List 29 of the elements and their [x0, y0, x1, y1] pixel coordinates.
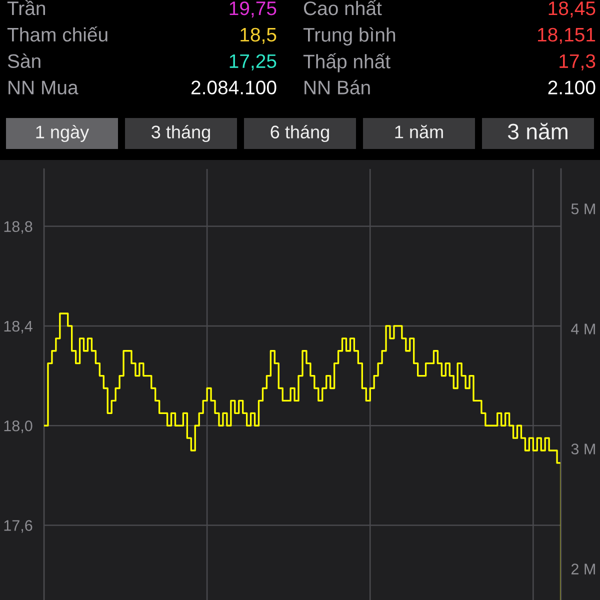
text: Sàn	[8, 54, 40, 68]
text: 1 năm	[395, 124, 443, 138]
text: 18,151	[538, 28, 596, 44]
text: 3 năm	[508, 122, 568, 140]
y2-tick-label: 2 M	[571, 564, 595, 574]
text: NN Bán	[304, 80, 370, 94]
text: 18,45	[548, 1, 596, 18]
y2-tick-label: 3 M	[571, 444, 595, 454]
text: 18,5	[240, 28, 276, 44]
text: 17,3	[560, 54, 596, 70]
text: Thấp nhất	[303, 53, 390, 72]
text: Cao nhất	[304, 0, 382, 16]
y2-tick-label: 5 M	[571, 204, 595, 214]
text: 1 ngày	[36, 124, 90, 142]
text: Trần	[7, 0, 45, 16]
text: 2.100	[548, 80, 596, 94]
y-tick-label: 18,0	[4, 420, 32, 434]
text: Trung bình	[303, 27, 396, 46]
text: 6 tháng	[270, 124, 329, 142]
text: Tham chiếu	[7, 26, 108, 42]
text: 19,75	[230, 1, 276, 18]
y-tick-label: 17,6	[4, 520, 32, 533]
text: NN Mua	[8, 80, 78, 94]
text: 2.084.100	[191, 80, 276, 94]
y2-tick-label: 4 M	[571, 324, 595, 334]
y-tick-label: 18,4	[4, 320, 32, 334]
text: 3 tháng	[152, 124, 210, 142]
y-tick-label: 18,8	[4, 221, 32, 234]
text: 17,25	[230, 54, 276, 70]
